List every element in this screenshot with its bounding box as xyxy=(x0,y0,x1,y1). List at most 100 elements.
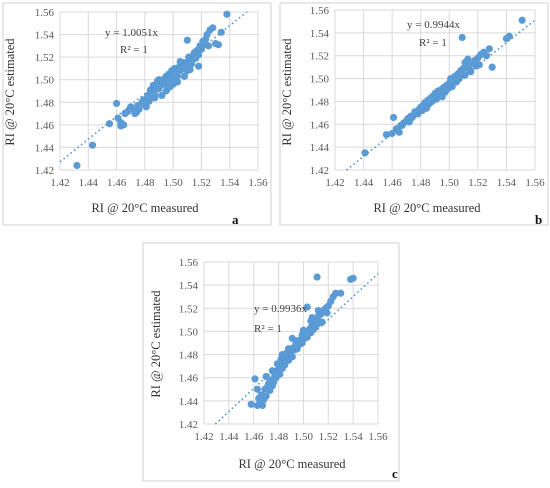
chart-panel-a: 1.42 1.44 1.46 1.48 1.50 1.52 1.54 1.56 1.42 1.44… xyxy=(0,0,275,230)
panel-b-data-point xyxy=(389,113,398,122)
panel-a-y-tick-label: 1.56 xyxy=(35,7,55,19)
panel-a-x-tick-label: 1.46 xyxy=(107,177,127,189)
panel-b-y-tick-label: 1.48 xyxy=(310,96,330,108)
panel-c-data-point xyxy=(276,370,284,378)
panel-a-x-tick-label: 1.56 xyxy=(248,177,268,189)
panel-b-data-point xyxy=(518,16,526,24)
panel-a-data-point xyxy=(142,103,150,111)
panel-c-x-tick-label: 1.48 xyxy=(269,431,289,443)
panel-b-data-point xyxy=(425,98,433,107)
panel-c-y-tick-label: 1.48 xyxy=(179,350,199,362)
panel-c-data-point xyxy=(313,273,321,281)
panel-letter-b: b xyxy=(535,212,543,227)
panel-c-x-axis-label: RI @ 20°C measured xyxy=(238,457,346,471)
panel-c-gridlines xyxy=(203,261,379,425)
panel-c-x-tick-label: 1.42 xyxy=(194,431,213,443)
panel-b-data-point xyxy=(488,63,496,71)
panel-a-x-tick-label: 1.54 xyxy=(220,177,240,189)
panel-a-x-axis-label: RI @ 20°C measured xyxy=(91,201,199,215)
chart-panel-c: 1.42 1.44 1.46 1.48 1.50 1.52 1.54 1.56 1.42 1.44… xyxy=(140,240,402,485)
panel-c-data-point xyxy=(318,318,326,326)
panel-b-data-point xyxy=(464,55,472,63)
panel-b-trendline-equation: y = 0.9944x xyxy=(407,19,460,31)
panel-c-y-tick-label: 1.44 xyxy=(179,396,199,408)
panel-a-data-point xyxy=(132,108,140,117)
panel-a-x-tick-label: 1.42 xyxy=(50,177,69,189)
panel-c-y-tick-label: 1.42 xyxy=(179,419,198,431)
panel-b-x-tick-label: 1.52 xyxy=(468,177,487,189)
panel-b-y-tick-label: 1.56 xyxy=(310,5,330,17)
panel-b-data-point xyxy=(382,130,391,139)
panel-b-data-point xyxy=(395,128,403,136)
panel-b-x-tick-label: 1.50 xyxy=(440,177,460,189)
panel-b-x-axis-label: RI @ 20°C measured xyxy=(373,201,481,215)
panel-c-data-point xyxy=(349,274,357,282)
panel-letter-a: a xyxy=(232,212,239,227)
panel-c-data-point xyxy=(284,345,293,353)
panel-c-y-tick-label: 1.54 xyxy=(179,280,199,292)
panel-c-data-point xyxy=(299,326,308,334)
panel-b-x-tick-label: 1.46 xyxy=(383,177,403,189)
panel-c-chart-frame xyxy=(142,242,400,482)
panel-c-x-tick-label: 1.54 xyxy=(344,431,364,443)
scatter-plot-b: 1.42 1.44 1.46 1.48 1.50 1.52 1.54 1.56 1.42 1.44… xyxy=(279,2,549,226)
panel-b-y-tick-label: 1.52 xyxy=(310,51,329,63)
panel-b-x-tick-label: 1.44 xyxy=(354,177,374,189)
panel-b-data-point xyxy=(458,33,466,42)
panel-b-x-tick-label: 1.48 xyxy=(411,177,431,189)
panel-b-data-point xyxy=(485,45,493,53)
panel-c-data-point xyxy=(262,392,270,400)
panel-b-y-axis-label: RI @ 20°C estimated xyxy=(280,38,294,146)
panel-c-r-squared-label: R² = 1 xyxy=(254,323,282,335)
panel-a-data-point xyxy=(180,72,189,80)
panel-a-x-tick-label: 1.52 xyxy=(192,177,211,189)
panel-a-data-point xyxy=(190,54,198,62)
panel-a-data-point xyxy=(158,91,166,100)
panel-c-data-point xyxy=(314,307,322,315)
panel-c-y-tick-label: 1.52 xyxy=(179,303,198,315)
panel-b-x-tick-label: 1.42 xyxy=(325,177,344,189)
panel-a-data-point xyxy=(209,24,217,32)
panel-a-data-point xyxy=(146,86,155,94)
panel-a-y-tick-label: 1.50 xyxy=(35,75,55,87)
panel-a-data-point xyxy=(173,78,181,86)
panel-c-trendline-equation: y = 0.9936x xyxy=(254,303,307,315)
panel-b-data-point xyxy=(412,108,421,116)
panel-c-data-point xyxy=(323,309,331,317)
panel-a-y-tick-label: 1.46 xyxy=(35,120,55,132)
panel-b-y-tick-label: 1.50 xyxy=(310,74,330,86)
panel-b-data-point xyxy=(475,61,483,69)
panel-c-data-point xyxy=(292,339,300,347)
panel-a-x-tick-label: 1.48 xyxy=(135,177,155,189)
panel-c-data-point xyxy=(251,375,259,383)
panel-a-data-point xyxy=(163,85,172,93)
panel-letter-c: c xyxy=(392,466,398,481)
panel-b-data-point xyxy=(429,94,438,102)
panel-a-data-point xyxy=(223,10,231,18)
panel-c-x-tick-label: 1.50 xyxy=(294,431,314,443)
panel-a-data-point xyxy=(73,161,81,170)
panel-b-r-squared-label: R² = 1 xyxy=(419,37,447,49)
panel-c-x-tick-label: 1.52 xyxy=(319,431,338,443)
panel-a-y-tick-label: 1.48 xyxy=(35,97,55,109)
panel-c-data-point xyxy=(303,303,311,311)
panel-a-data-point xyxy=(186,65,194,74)
panel-c-y-tick-label: 1.56 xyxy=(179,257,199,269)
panel-a-data-point xyxy=(195,62,203,70)
panel-b-data-point xyxy=(437,89,445,98)
panel-a-chart-frame xyxy=(2,2,272,226)
scatter-plot-c: 1.42 1.44 1.46 1.48 1.50 1.52 1.54 1.56 1.42 1.44… xyxy=(142,242,400,482)
panel-b-y-tick-label: 1.42 xyxy=(310,165,329,177)
panel-b-data-point xyxy=(361,149,369,157)
panel-a-data-point xyxy=(204,42,213,50)
panel-b-data-point xyxy=(422,104,431,112)
panel-a-y-tick-label: 1.42 xyxy=(35,165,54,177)
panel-c-data-point xyxy=(337,289,345,297)
panel-b-data-point xyxy=(505,32,513,40)
panel-c-data-point xyxy=(332,289,340,297)
panel-b-chart-frame xyxy=(279,2,549,226)
panel-a-y-tick-label: 1.54 xyxy=(35,30,55,42)
panel-b-x-tick-label: 1.54 xyxy=(497,177,517,189)
panel-c-y-tick-label: 1.50 xyxy=(179,326,199,338)
panel-a-x-tick-label: 1.44 xyxy=(79,177,99,189)
